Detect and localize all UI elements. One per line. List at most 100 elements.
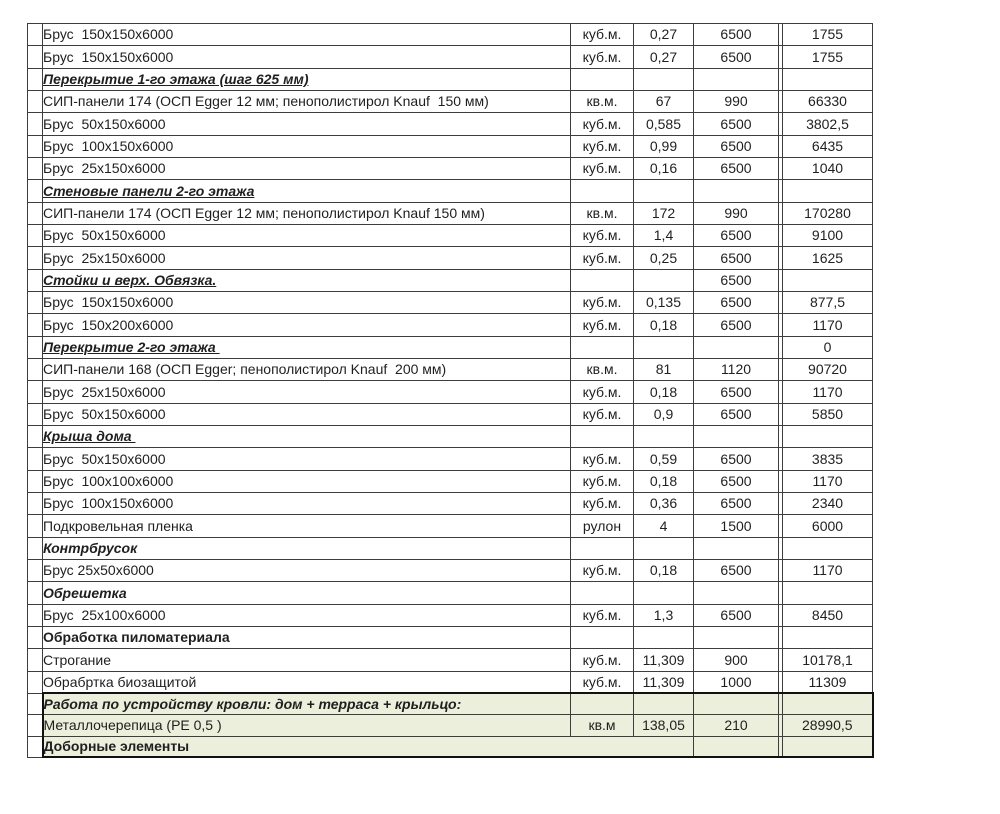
row-margin-cell <box>27 625 43 650</box>
total-cell <box>782 692 874 716</box>
row-margin-cell <box>27 290 43 315</box>
price-cell: 210 <box>693 714 779 737</box>
item-name-cell-text: Брус 25х150х6000 <box>43 249 166 266</box>
table-row: Брус 50х150х6000 куб.м. 1,4 6500 9100 <box>27 223 873 248</box>
item-name-cell-text: Перекрытие 1-го этажа (шаг 625 мм) <box>43 70 309 87</box>
estimate-table: Брус 150х150х6000 куб.м. 0,27 6500 1755 Брус … <box>27 22 874 759</box>
total-cell: 8450 <box>782 603 873 627</box>
row-margin-cell <box>27 603 43 627</box>
price-cell-text: 6500 <box>720 271 752 288</box>
price-cell: 6500 <box>693 45 779 69</box>
price-cell-text: 1000 <box>720 673 752 690</box>
total-cell-text: 6000 <box>811 517 844 534</box>
unit-cell-text: куб.м. <box>582 227 622 244</box>
price-cell: 1000 <box>693 670 779 694</box>
estimate-table-body: Брус 150х150х6000 куб.м. 0,27 6500 1755 Брус … <box>27 22 874 759</box>
price-cell <box>693 692 779 716</box>
row-margin-cell <box>27 45 43 69</box>
unit-cell: рулон <box>570 514 634 538</box>
price-cell: 6500 <box>693 22 779 47</box>
quantity-cell: 0,18 <box>633 558 694 583</box>
unit-cell-text: куб.м. <box>582 160 622 177</box>
item-name-cell: Брус 25х100х6000 <box>42 603 571 627</box>
item-name-cell: Обрешетка <box>42 581 571 605</box>
quantity-cell: 0,99 <box>633 134 694 158</box>
item-name-cell-text: Брус 50х150х6000 <box>43 227 166 244</box>
unit-cell-text: куб.м. <box>582 383 622 400</box>
price-cell: 6500 <box>693 313 779 337</box>
total-cell-text: 9100 <box>811 227 844 244</box>
price-cell <box>693 335 779 359</box>
price-cell-text: 990 <box>724 93 748 110</box>
item-name-cell-text: Работа по устройству кровли: дом + терра… <box>43 695 462 712</box>
quantity-cell: 0,25 <box>633 246 694 270</box>
table-row: Металлочерепица (PE 0,5 ) кв.м 138,05 210 28… <box>27 714 874 737</box>
unit-cell-text: кв.м. <box>586 93 618 110</box>
row-margin-cell <box>27 380 43 404</box>
table-row: Доборные элементы <box>27 735 874 759</box>
table-row: СИП-панели 168 (ОСП Egger; пенополистиро… <box>27 357 873 382</box>
quantity-cell: 67 <box>633 89 694 114</box>
total-cell-text: 170280 <box>804 204 851 221</box>
item-name-cell: Доборные элементы <box>41 735 694 759</box>
price-cell: 6500 <box>693 223 779 248</box>
row-margin-cell <box>27 402 43 426</box>
item-name-cell-text: Брус 100х150х6000 <box>43 495 174 512</box>
total-cell <box>782 625 873 650</box>
item-name-cell-text: Брус 25х150х6000 <box>43 160 166 177</box>
quantity-cell <box>633 692 694 716</box>
price-cell <box>693 536 779 560</box>
unit-cell: куб.м. <box>570 290 634 315</box>
price-cell: 6500 <box>693 156 779 181</box>
price-cell-text: 6500 <box>720 405 752 422</box>
quantity-cell-text: 0,27 <box>649 48 678 65</box>
total-cell-text: 2340 <box>811 495 844 512</box>
quantity-cell-text: 0,36 <box>649 495 678 512</box>
row-margin-cell <box>27 491 43 516</box>
table-row: Подкровельная пленка рулон 4 1500 6000 <box>27 514 873 538</box>
quantity-cell: 0,59 <box>633 447 694 471</box>
row-margin-cell <box>27 156 43 181</box>
price-cell: 6500 <box>693 469 779 493</box>
unit-cell: кв.м. <box>570 89 634 114</box>
quantity-cell-text: 0,585 <box>645 115 682 132</box>
row-margin-cell <box>27 179 43 203</box>
row-margin-cell <box>27 735 43 758</box>
item-name-cell: Обработка пиломатериала <box>42 625 571 650</box>
quantity-cell-text: 81 <box>655 361 672 378</box>
quantity-cell-text: 138,05 <box>642 716 685 733</box>
table-row: Обрешетка <box>27 581 873 605</box>
total-cell: 1625 <box>782 246 873 270</box>
unit-cell <box>570 67 634 91</box>
price-cell: 6500 <box>693 447 779 471</box>
unit-cell-text: куб.м. <box>582 405 622 422</box>
table-row: Брус 100х150х6000 куб.м. 0,99 6500 6435 <box>27 134 873 158</box>
row-margin-cell <box>27 134 43 158</box>
unit-cell: куб.м. <box>570 603 634 627</box>
quantity-cell-text: 0,16 <box>649 160 678 177</box>
total-cell-text: 28990,5 <box>801 716 853 733</box>
total-cell-text: 66330 <box>808 93 847 110</box>
table-row: Крыша дома <box>27 424 873 449</box>
total-cell <box>782 67 873 91</box>
price-cell-text: 6500 <box>720 316 752 333</box>
total-cell: 877,5 <box>782 290 873 315</box>
price-cell: 990 <box>693 201 779 225</box>
unit-cell: куб.м. <box>570 447 634 471</box>
total-cell: 1170 <box>782 313 873 337</box>
price-cell-text: 6500 <box>720 472 752 489</box>
unit-cell-text: куб.м. <box>582 26 622 43</box>
item-name-cell: Брус 50х150х6000 <box>42 112 571 136</box>
total-cell: 1755 <box>782 22 873 47</box>
item-name-cell: Металлочерепица (PE 0,5 ) <box>41 714 571 737</box>
row-margin-cell <box>27 692 43 716</box>
row-margin-cell <box>27 201 43 225</box>
total-cell <box>782 268 873 292</box>
unit-cell-text: рулон <box>582 517 622 534</box>
price-cell: 6500 <box>693 603 779 627</box>
quantity-cell-text: 0,99 <box>649 137 678 154</box>
item-name-cell: Брус 50х150х6000 <box>42 402 571 426</box>
price-cell: 900 <box>693 648 779 672</box>
quantity-cell-text: 172 <box>651 204 676 221</box>
total-cell-text: 11309 <box>808 673 847 690</box>
